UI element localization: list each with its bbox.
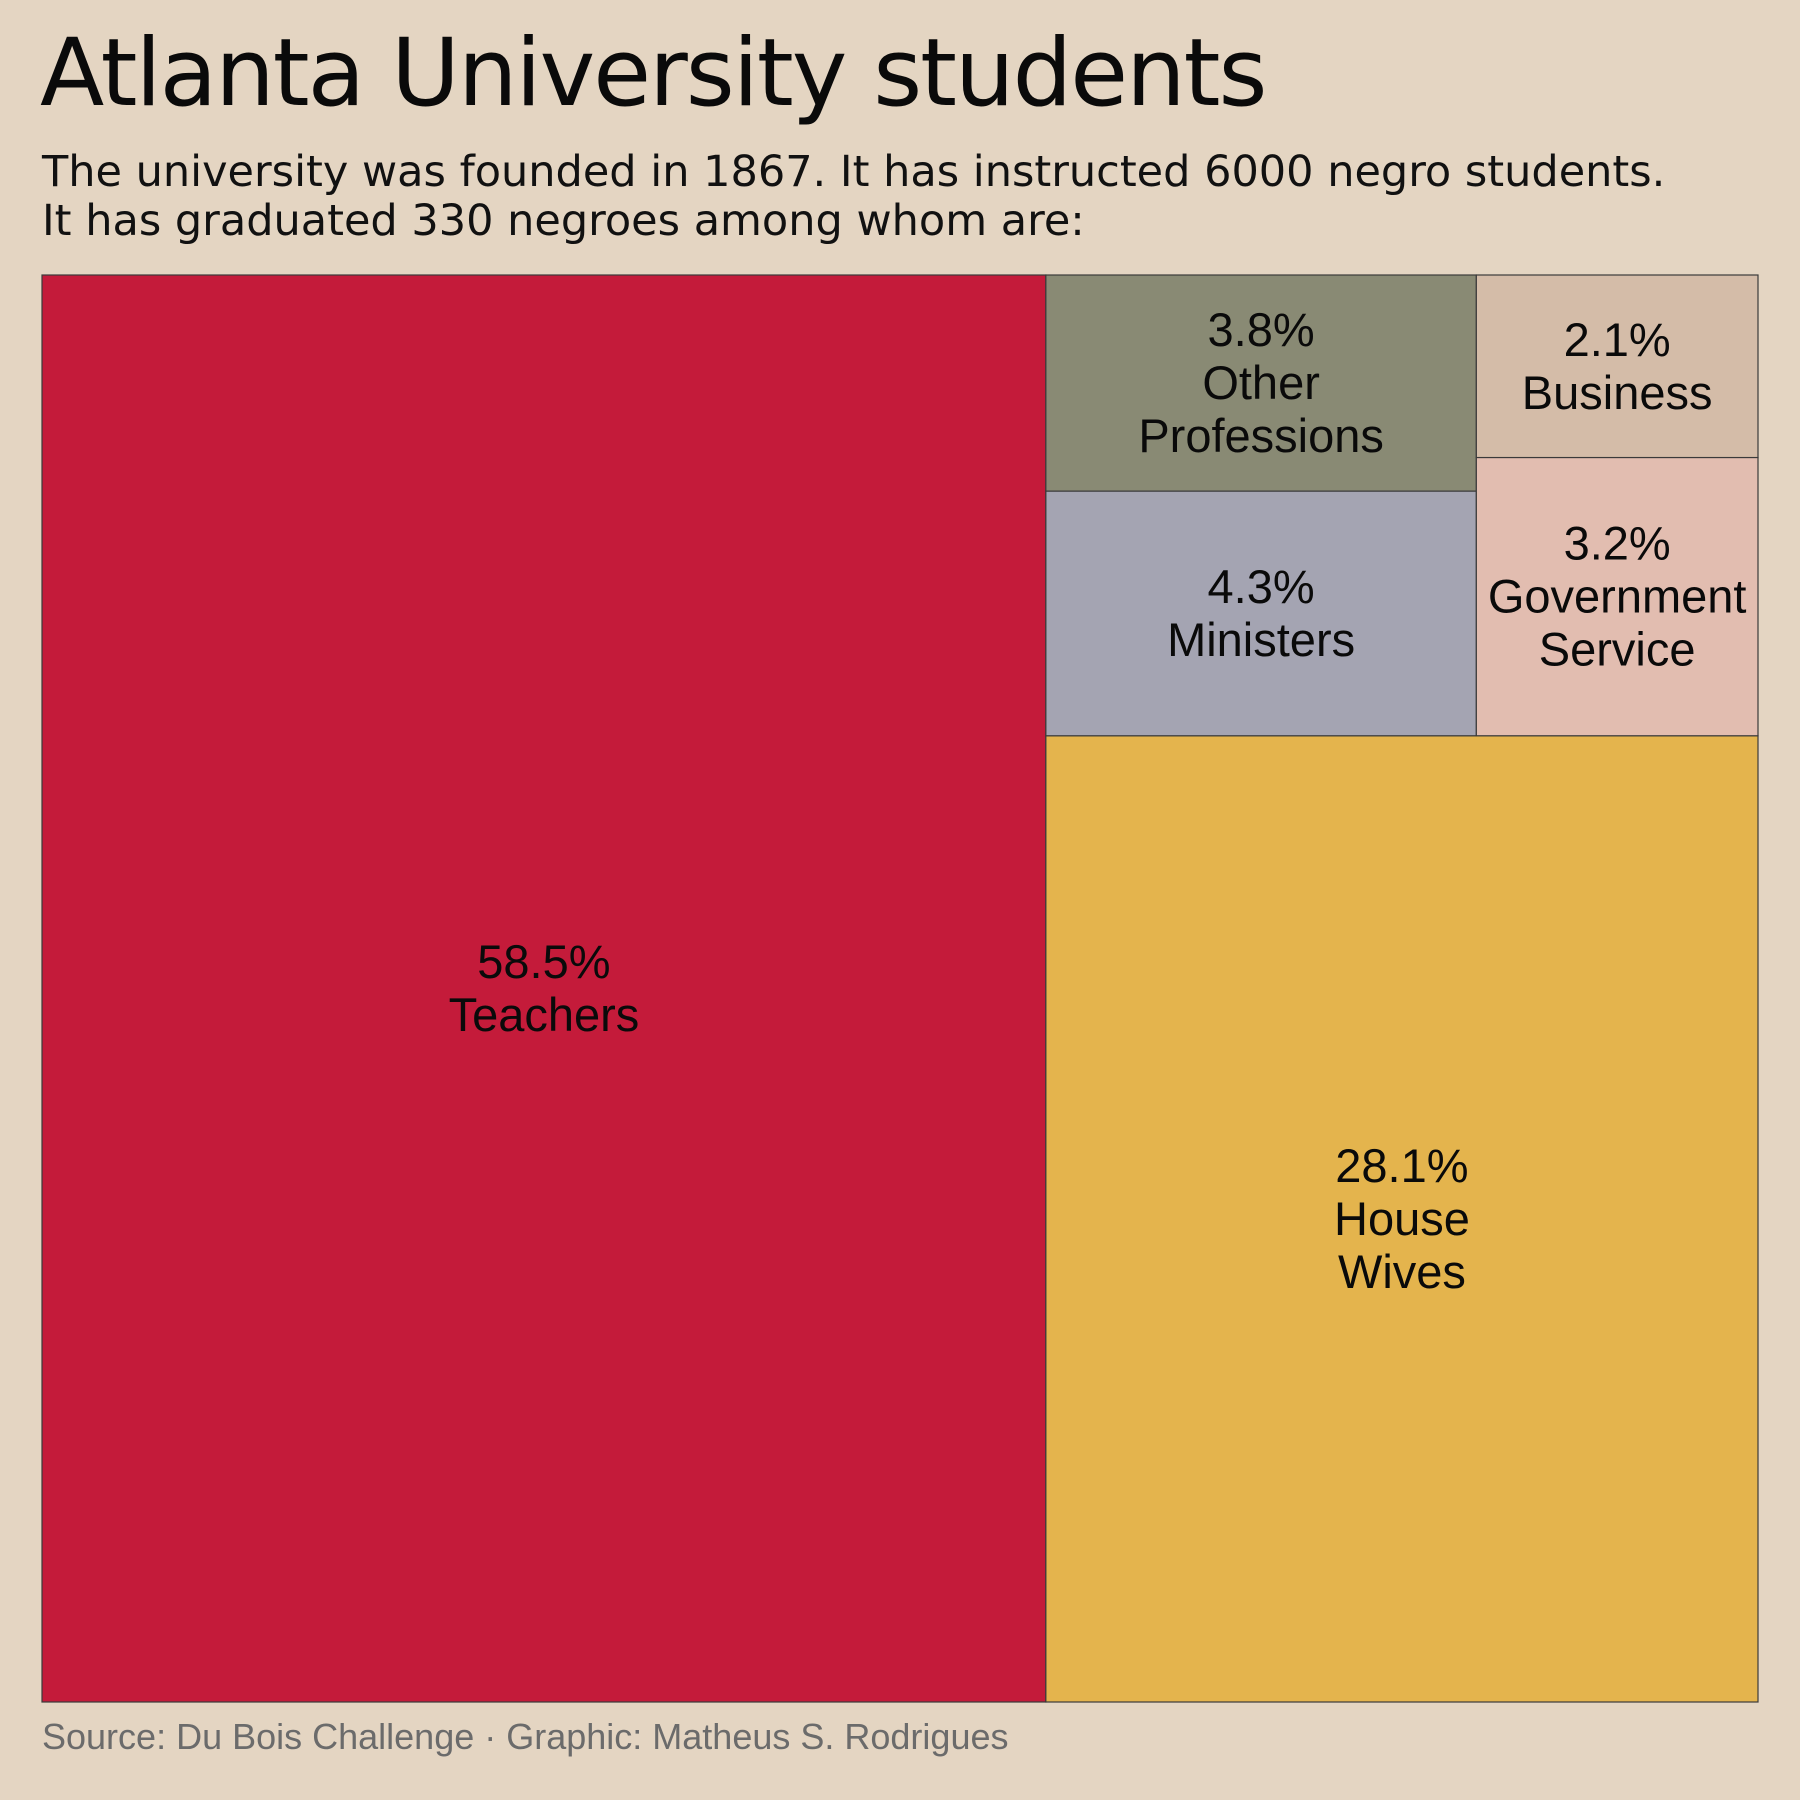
chart-subtitle: The university was founded in 1867. It h… xyxy=(42,148,1762,246)
treemap-tile-house-wives xyxy=(1045,735,1759,1703)
treemap-label-ministers: 4.3% Ministers xyxy=(1167,560,1355,666)
treemap-tile-ministers xyxy=(1045,490,1477,737)
treemap-tile-business xyxy=(1475,274,1759,459)
treemap-tile-government-service xyxy=(1475,456,1759,737)
treemap-label-business: 2.1% Business xyxy=(1522,313,1713,419)
source-caption: Source: Du Bois Challenge · Graphic: Mat… xyxy=(42,1716,1009,1757)
treemap-label-house-wives: 28.1% House Wives xyxy=(1334,1139,1470,1298)
subtitle-line-1: The university was founded in 1867. It h… xyxy=(42,147,1666,197)
treemap-label-teachers: 58.5% Teachers xyxy=(449,935,640,1041)
treemap-tile-other-professions xyxy=(1045,274,1477,492)
subtitle-line-2: It has graduated 330 negroes among whom … xyxy=(42,196,1085,246)
treemap-label-government-service: 3.2% Government Service xyxy=(1488,517,1747,676)
chart-title: Atlanta University students xyxy=(40,19,1268,128)
treemap-label-other-professions: 3.8% Other Professions xyxy=(1138,303,1384,462)
